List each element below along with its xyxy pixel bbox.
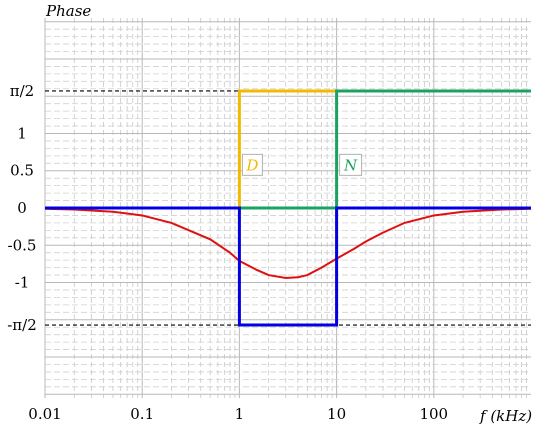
annotation-box-N [339, 153, 363, 176]
x-tick-label: 1 [235, 405, 245, 423]
x-tick-label: 10 [327, 405, 346, 423]
y-tick-label: -0.5 [8, 236, 37, 254]
x-tick-label: 100 [419, 405, 448, 423]
series-3-line [45, 206, 531, 327]
y-tick-label: 1 [17, 124, 27, 142]
x-tick-label: 0.1 [130, 405, 154, 423]
x-axis-title: f (kHz) [479, 407, 532, 425]
annotation-label-D: D [245, 156, 258, 174]
series-4-line [44, 207, 532, 280]
y-tick-label: -1 [15, 274, 30, 292]
annotation-label-N: N [343, 156, 358, 174]
y-tick-label: 0 [17, 199, 27, 217]
x-tick-label: 0.01 [28, 405, 61, 423]
y-tick-label: 0.5 [10, 162, 34, 180]
y-tick-label: -π/2 [7, 316, 37, 334]
grid [44, 18, 531, 398]
y-axis-title: Phase [45, 2, 91, 20]
y-tick-label: π/2 [10, 82, 34, 100]
axes: π/2 1 0.5 0 -0.5 -1 -π/2 0.01 0.1 1 10 100 [7, 82, 448, 423]
series-group [44, 89, 532, 327]
annotation-box-D [241, 153, 263, 176]
